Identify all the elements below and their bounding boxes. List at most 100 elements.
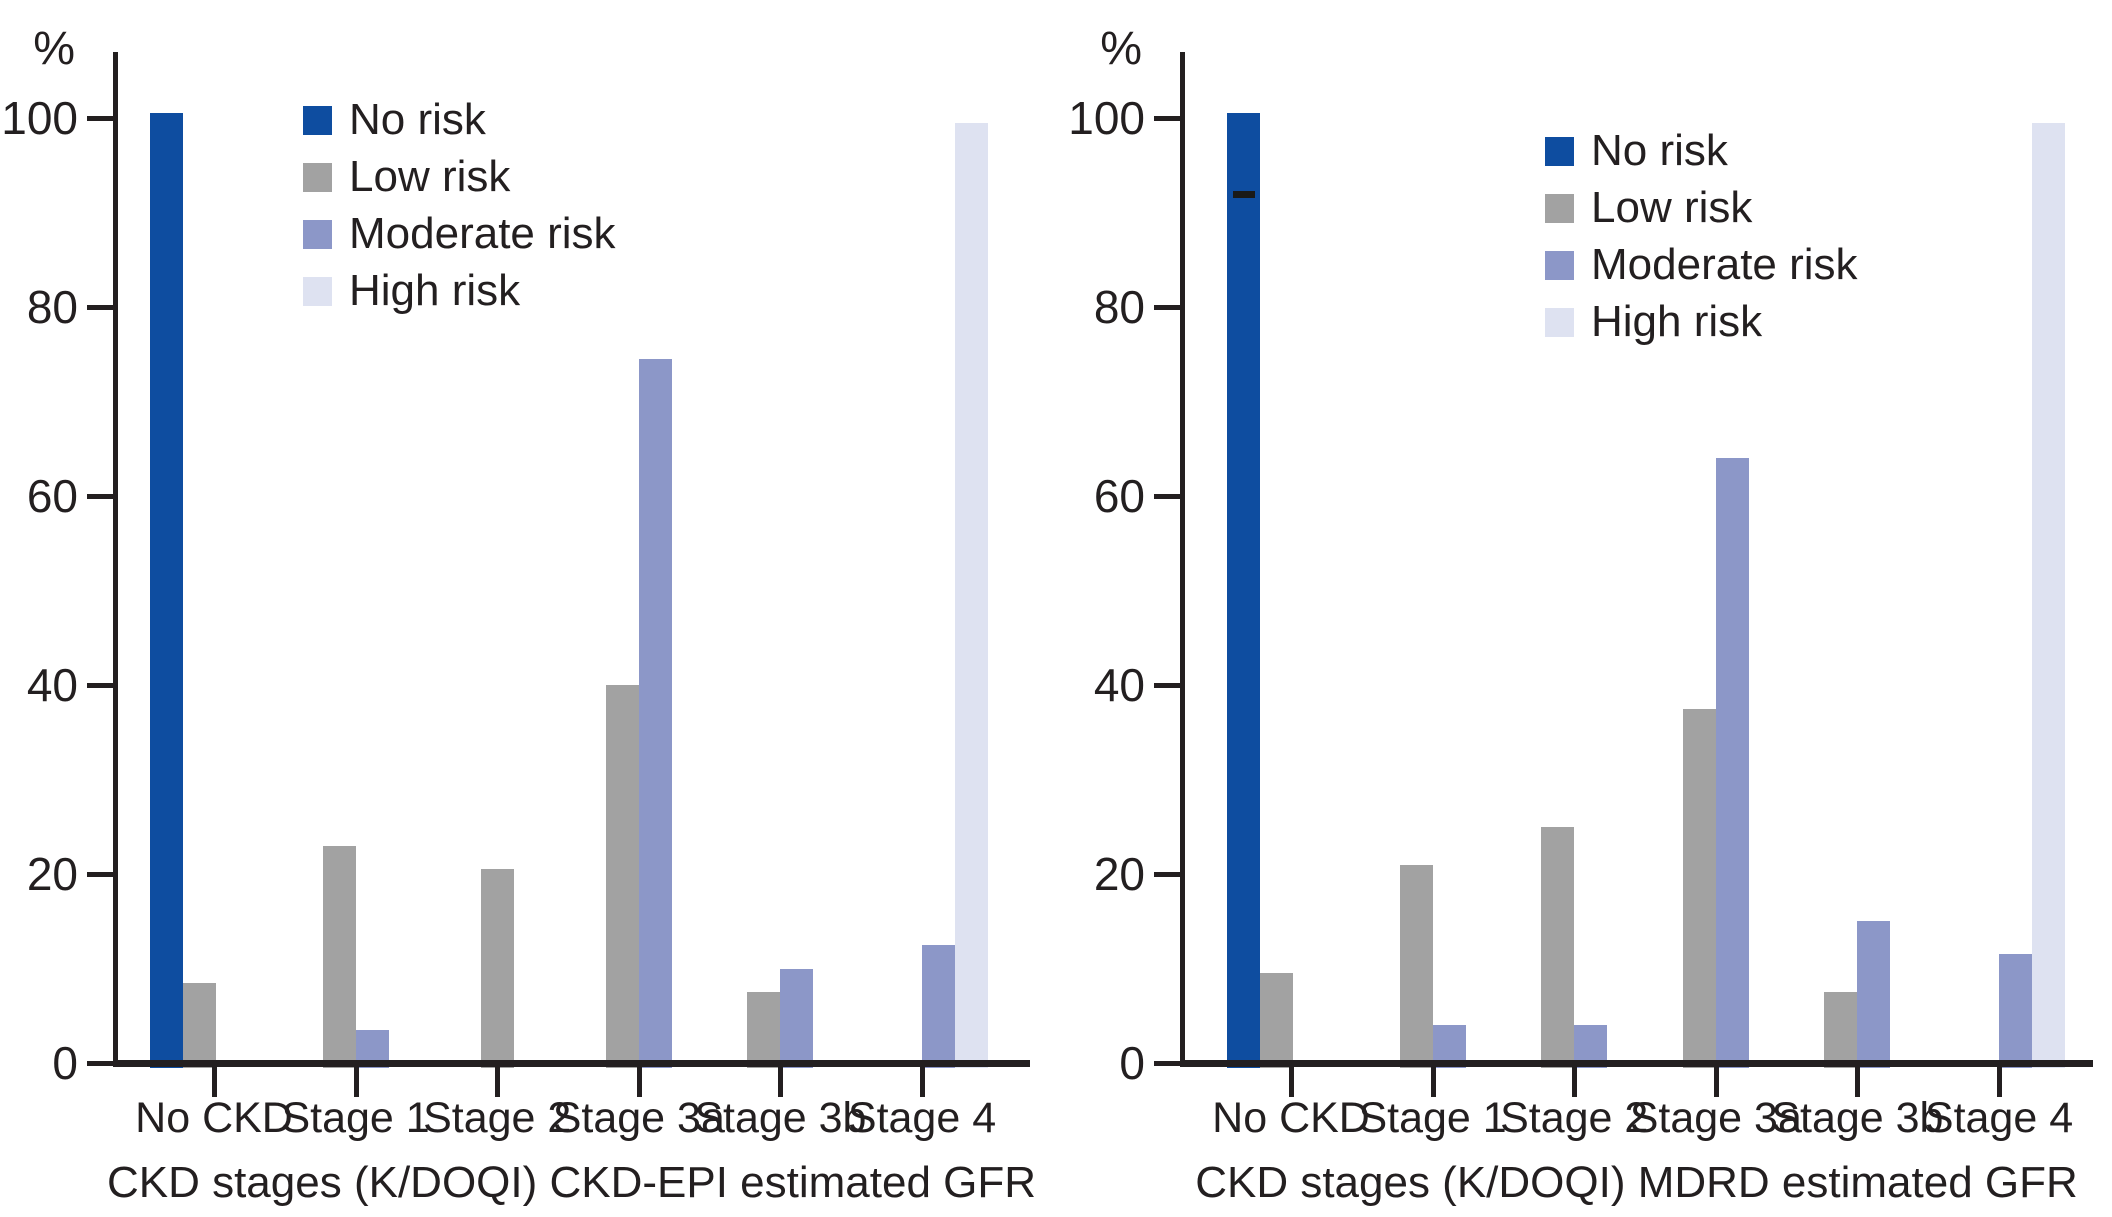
y-tick: [1154, 494, 1180, 499]
chart-mdrd: % 0 20 40 60 80 100 No CKD Stage 1 Stage 2 Stage 3…: [1056, 0, 2112, 1217]
x-tick-label-stage-1: Stage 1: [1358, 1094, 1507, 1142]
x-tick-label-stage-2: Stage 2: [423, 1094, 572, 1142]
y-tick-label: 60: [26, 470, 78, 522]
y-axis-unit-label: %: [1100, 21, 1142, 74]
y-tick: [1154, 1061, 1180, 1066]
legend-swatch-high-risk-icon: [1545, 307, 1574, 337]
x-tick-label-stage-1: Stage 1: [281, 1094, 430, 1142]
legend-item-moderate-risk: Moderate risk: [1545, 240, 1858, 290]
x-tick: [636, 1067, 642, 1097]
chart-ckd-epi: % 0 20 40 60 80 100 No CKD Stage 1 Stage 2 Stage 3…: [1, 21, 1037, 1208]
x-tick-label-no-ckd: No CKD: [135, 1094, 293, 1142]
legend-item-no-risk: No risk: [303, 95, 486, 145]
y-tick: [1154, 305, 1180, 310]
x-tick-label-stage-3b: Stage 3b: [694, 1094, 867, 1142]
x-tick-label-stage-3a: Stage 3a: [552, 1094, 725, 1142]
x-tick-label-stage-3a: Stage 3a: [1629, 1094, 1802, 1142]
legend-label-low-risk: Low risk: [1591, 183, 1753, 232]
legend-label-moderate-risk: Moderate risk: [1591, 240, 1858, 289]
x-tick-label-no-ckd: No CKD: [1212, 1094, 1370, 1142]
legend-item-high-risk: High risk: [303, 266, 520, 316]
legend-label-moderate-risk: Moderate risk: [349, 209, 616, 258]
bar-no-risk-no-ckd: [1227, 113, 1260, 1068]
y-tick-label: 0: [52, 1037, 78, 1089]
x-tick: [495, 1067, 501, 1097]
legend-swatch-no-risk-icon: [1545, 136, 1574, 166]
bar-moderate-risk-stage-3b: [780, 968, 814, 1068]
bar-low-risk-stage-1: [322, 845, 356, 1068]
y-tick-label: 100: [1, 92, 78, 144]
y-tick-label: 40: [26, 659, 78, 711]
bar-moderate-risk-stage-3a: [638, 358, 672, 1068]
y-tick: [87, 1061, 113, 1066]
bar-low-risk-stage-3b: [747, 992, 781, 1068]
legend-label-no-risk: No risk: [349, 95, 486, 144]
x-tick-label-stage-3b: Stage 3b: [1771, 1094, 1944, 1142]
bar-low-risk-no-ckd: [1260, 973, 1293, 1068]
x-tick-label-stage-2: Stage 2: [1500, 1094, 1649, 1142]
legend-label-no-risk: No risk: [1591, 126, 1728, 175]
legend-swatch-high-risk-icon: [303, 276, 332, 306]
y-tick: [87, 872, 113, 877]
legend-item-moderate-risk: Moderate risk: [303, 209, 616, 259]
x-axis-title: CKD stages (K/DOQI) CKD-EPI estimated GF…: [106, 1158, 1037, 1207]
legend-swatch-no-risk-icon: [303, 105, 332, 135]
y-tick: [1154, 683, 1180, 688]
bar-moderate-risk-stage-4: [1999, 954, 2032, 1068]
x-tick-label-stage-4: Stage 4: [1924, 1094, 2074, 1142]
y-tick-label: 0: [1119, 1037, 1145, 1089]
legend-swatch-low-risk-icon: [303, 162, 332, 192]
x-tick-label-stage-4: Stage 4: [847, 1094, 997, 1142]
y-tick: [87, 494, 113, 499]
y-axis-unit-label: %: [33, 21, 75, 74]
x-axis-title: CKD stages (K/DOQI) MDRD estimated GFR: [1195, 1158, 2078, 1207]
y-tick: [87, 683, 113, 688]
legend-item-no-risk: No risk: [1545, 126, 1728, 176]
legend-item-high-risk: High risk: [1545, 297, 1762, 347]
y-tick-label: 100: [1068, 92, 1145, 144]
x-tick: [1713, 1067, 1719, 1097]
marker-dash: [1232, 190, 1255, 198]
bar-no-risk-no-ckd: [150, 113, 183, 1068]
y-axis-line: [113, 52, 118, 1067]
y-tick: [87, 305, 113, 310]
bar-low-risk-stage-2: [480, 869, 514, 1068]
x-tick: [1430, 1067, 1436, 1097]
y-tick-label: 40: [1093, 659, 1145, 711]
bar-high-risk-stage-4: [2032, 122, 2065, 1068]
legend-item-low-risk: Low risk: [1545, 183, 1752, 233]
x-tick: [920, 1067, 925, 1097]
legend-item-low-risk: Low risk: [303, 152, 510, 202]
x-tick: [1289, 1067, 1294, 1097]
y-axis-line: [1180, 52, 1185, 1067]
legend-swatch-low-risk-icon: [1545, 193, 1574, 223]
bar-low-risk-stage-3a: [605, 685, 639, 1068]
x-tick: [1572, 1067, 1578, 1097]
y-tick-label: 80: [26, 281, 78, 333]
x-tick: [1997, 1067, 2002, 1097]
y-tick-label: 20: [1093, 848, 1145, 900]
legend-label-high-risk: High risk: [1591, 297, 1763, 346]
legend-label-high-risk: High risk: [349, 266, 521, 315]
x-tick: [778, 1067, 784, 1097]
x-tick: [212, 1067, 217, 1097]
bar-low-risk-stage-2: [1541, 826, 1575, 1068]
y-tick-label: 20: [26, 848, 78, 900]
bar-moderate-risk-stage-4: [922, 944, 955, 1068]
bar-low-risk-no-ckd: [183, 982, 216, 1068]
legend-swatch-moderate-risk-icon: [303, 219, 332, 249]
bar-low-risk-stage-3a: [1682, 708, 1716, 1068]
x-axis-line: [113, 1060, 1030, 1067]
legend-label-low-risk: Low risk: [349, 152, 511, 201]
x-tick: [353, 1067, 359, 1097]
y-tick-label: 80: [1093, 281, 1145, 333]
bar-moderate-risk-stage-3b: [1857, 921, 1891, 1068]
bar-moderate-risk-stage-3a: [1715, 458, 1749, 1068]
legend-swatch-moderate-risk-icon: [1545, 250, 1574, 280]
bar-low-risk-stage-1: [1399, 864, 1433, 1068]
bar-high-risk-stage-4: [955, 122, 988, 1068]
bar-low-risk-stage-3b: [1824, 992, 1858, 1068]
x-tick: [1855, 1067, 1861, 1097]
y-tick-label: 60: [1093, 470, 1145, 522]
